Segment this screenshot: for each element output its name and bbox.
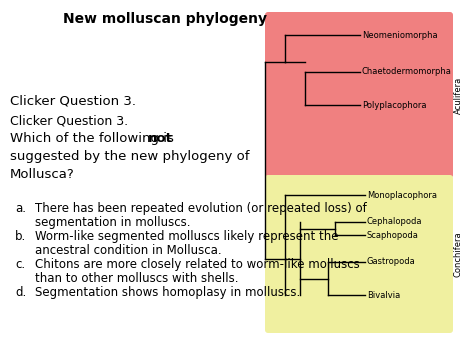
Text: b.: b.	[15, 230, 26, 243]
Text: New molluscan phylogeny: New molluscan phylogeny	[63, 12, 267, 26]
Text: not: not	[148, 132, 173, 145]
Text: Chitons are more closely related to worm-like molluscs: Chitons are more closely related to worm…	[35, 258, 360, 271]
Text: Scaphopoda: Scaphopoda	[367, 231, 419, 239]
Text: than to other molluscs with shells.: than to other molluscs with shells.	[35, 272, 238, 285]
Text: Worm-like segmented molluscs likely represent the: Worm-like segmented molluscs likely repr…	[35, 230, 338, 243]
Text: Segmentation shows homoplasy in molluscs.: Segmentation shows homoplasy in molluscs…	[35, 286, 300, 299]
Text: Gastropoda: Gastropoda	[367, 258, 416, 266]
Text: ancestral condition in Mollusca.: ancestral condition in Mollusca.	[35, 244, 222, 257]
Text: Neomeniomorpha: Neomeniomorpha	[362, 30, 438, 40]
Text: Which of the following is: Which of the following is	[10, 132, 178, 145]
FancyBboxPatch shape	[265, 175, 453, 333]
Text: Bivalvia: Bivalvia	[367, 290, 400, 300]
Text: Monoplacophora: Monoplacophora	[367, 190, 437, 199]
Text: suggested by the new phylogeny of: suggested by the new phylogeny of	[10, 150, 249, 163]
Text: Mollusca?: Mollusca?	[10, 168, 75, 181]
Text: Polyplacophora: Polyplacophora	[362, 100, 427, 110]
Text: Chaetodermomorpha: Chaetodermomorpha	[362, 68, 452, 77]
FancyBboxPatch shape	[265, 12, 453, 178]
Text: Clicker Question 3.: Clicker Question 3.	[10, 95, 136, 108]
Text: d.: d.	[15, 286, 26, 299]
Text: c.: c.	[15, 258, 25, 271]
Text: a.: a.	[15, 202, 26, 215]
Text: Clicker Question 3.: Clicker Question 3.	[10, 115, 128, 128]
Text: There has been repeated evolution (or repeated loss) of: There has been repeated evolution (or re…	[35, 202, 367, 215]
Text: segmentation in molluscs.: segmentation in molluscs.	[35, 216, 191, 229]
Text: Aculifera: Aculifera	[454, 76, 463, 114]
Text: Conchifera: Conchifera	[454, 231, 463, 277]
Text: Cephalopoda: Cephalopoda	[367, 217, 422, 226]
